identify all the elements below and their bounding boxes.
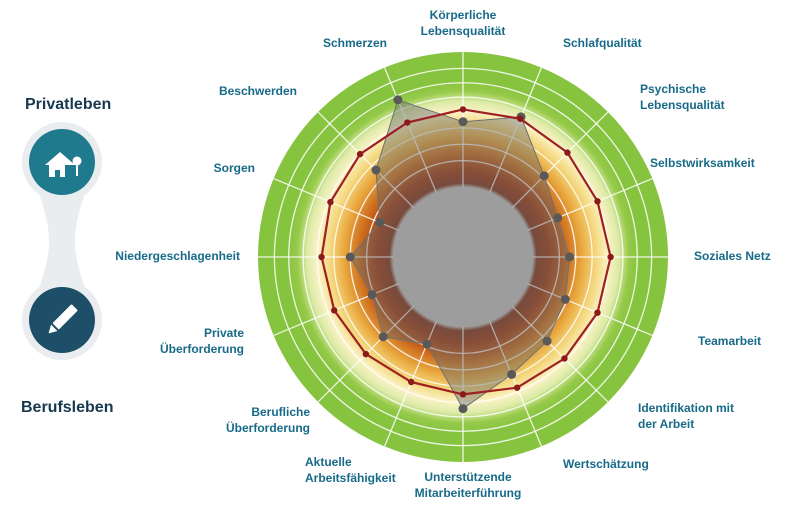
series_gray-point [553,213,563,223]
series_gray-point [507,369,517,379]
series_red-point [404,119,411,126]
series_gray-point [422,339,432,349]
series_gray-point [378,332,388,342]
series_gray-point [375,217,385,227]
berufsleben-label: Berufsleben [21,399,114,416]
berufsleben-icon-button[interactable] [29,287,95,353]
axis-label-identifikation-mit-der-arbeit: Identifikation mit der Arbeit [638,401,734,431]
grid-spoke [511,305,609,403]
axis-label-soziales-netz: Soziales Netz [694,249,771,263]
axis-label-psychische-lebensqualitaet: Psychische Lebensqualität [640,82,725,112]
grid-spoke [383,67,437,193]
grid-spoke [527,283,653,337]
axis-label-selbstwirksamkeit: Selbstwirksamkeit [650,156,755,170]
axis-label-private-ueberforderung: Private Überforderung [160,326,244,356]
axis-label-koerperliche-lebensqualitaet: Körperliche Lebensqualität [420,8,506,38]
series_gray-point [458,404,468,414]
series_gray-point [367,290,377,300]
axis-label-sorgen: Sorgen [213,161,255,175]
series_gray-point [371,165,381,175]
series_red-point [318,253,325,261]
axis-label-aktuelle-arbeitsfaehigkeit: Aktuelle Arbeitsfähigkeit [305,455,396,485]
series_red-point [356,150,364,158]
series_red-point [459,106,467,113]
series_red-point [594,309,601,316]
series_gray-point [539,171,549,181]
grid-spoke [511,111,609,209]
series_red-point [594,198,601,205]
hub-circle [393,187,533,327]
series_red-point [564,149,571,156]
axis-label-teamarbeit: Teamarbeit [698,334,762,348]
privatleben-icon-button[interactable] [29,129,95,195]
axis-label-unterstuetzende-mitarbeiterfuehrung: Unterstützende Mitarbeiterführung [414,470,522,500]
series_red-point [362,350,370,358]
axis-label-berufliche-ueberforderung: Berufliche Überforderung [226,405,310,435]
series_red-point [331,307,338,314]
series_gray-point [542,336,552,346]
series_red-point [607,253,614,261]
grid-spoke [489,67,543,193]
grid-spoke [489,321,543,447]
privatleben-label: Privatleben [25,96,112,113]
series_red-point [408,378,415,386]
series_red-point [517,115,524,122]
sidebar-graphic [22,122,102,360]
axis-label-beschwerden: Beschwerden [218,84,297,98]
series_gray-point [345,252,355,262]
pencil-icon [48,304,78,334]
series_red-point [459,391,467,398]
series_red-point [561,355,568,362]
axis-label-wertschaetzung: Wertschätzung [563,457,649,471]
series_gray-point [393,95,403,105]
grid-spoke [317,111,415,209]
series_gray-point [565,252,575,262]
axis-label-schmerzen: Schmerzen [322,36,387,50]
axis-label-niedergeschlagenheit: Niedergeschlagenheit [115,249,240,263]
series_gray-point [458,117,468,127]
grid-spoke [527,177,653,231]
axis-label-schlafqualitaet: Schlafqualität [563,36,642,50]
series_gray-point [560,294,570,304]
series_red-point [327,198,334,206]
house-tree-icon [45,152,82,177]
series_red-point [513,384,521,391]
